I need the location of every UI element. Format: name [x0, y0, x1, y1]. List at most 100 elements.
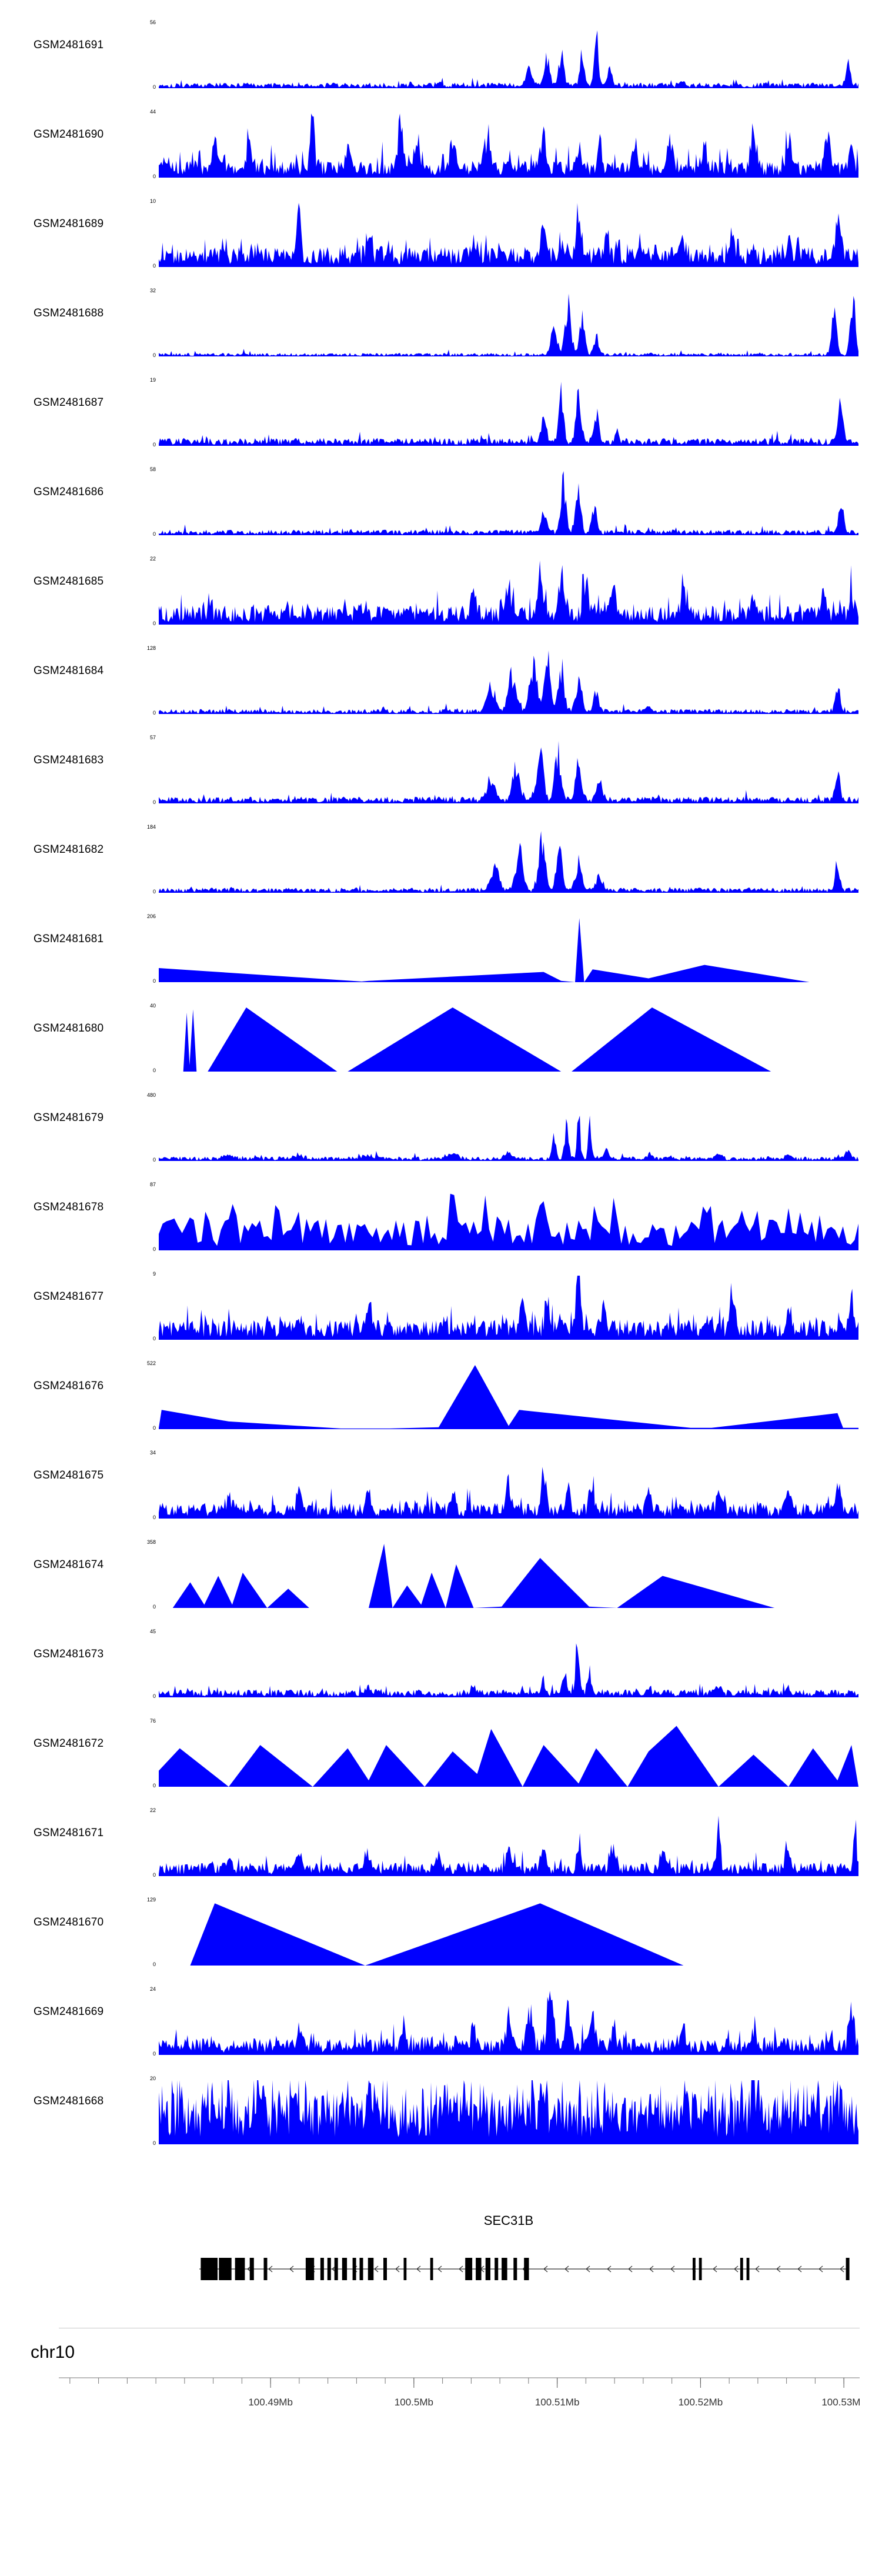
coverage-svg: [159, 1007, 858, 1072]
exon: [693, 2258, 696, 2280]
track-ymax-label: 44: [149, 109, 156, 115]
coverage-area: [159, 2080, 858, 2144]
coverage-tracks: GSM2481691 56 0 GSM2481690 44 0 GSM2481689 10 0 G…: [0, 18, 882, 2163]
track-row: GSM2481683 57 0: [0, 733, 882, 822]
track-sample-label: GSM2481679: [34, 1112, 104, 1124]
exon: [320, 2258, 324, 2280]
ruler: 100.49Mb 100.5Mb 100.51Mb 100.52Mb 100.53Mb: [59, 2377, 860, 2408]
track-sample-label: GSM2481690: [34, 128, 104, 141]
strand-arrow-icon: [628, 2265, 633, 2273]
track-row: GSM2481691 56 0: [0, 18, 882, 107]
coverage-area: [159, 740, 858, 803]
track-ybase-label: 0: [152, 1783, 156, 1788]
exon: [740, 2258, 743, 2280]
coverage-svg: [159, 560, 858, 625]
track-ybase-label: 0: [152, 710, 156, 716]
coverage-area: [159, 471, 858, 535]
exon: [327, 2258, 331, 2280]
track-ymax-label: 206: [146, 913, 156, 919]
track-row: GSM2481668 20 0: [0, 2074, 882, 2163]
coverage-area: [159, 1816, 858, 1876]
coverage-svg: [159, 650, 858, 714]
exon: [846, 2258, 850, 2280]
strand-arrow-icon: [459, 2265, 463, 2273]
track-ymax-label: 40: [149, 1003, 156, 1009]
track-ymax-label: 10: [149, 198, 156, 204]
coverage-svg: [159, 2080, 858, 2144]
exon: [383, 2258, 387, 2280]
track-sample-label: GSM2481677: [34, 1290, 104, 1303]
coverage-area: [159, 1365, 858, 1429]
coverage-plot: 522 0: [147, 1360, 858, 1431]
coverage-svg: [159, 30, 858, 88]
exon: [334, 2258, 338, 2280]
track-ybase-label: 0: [152, 84, 156, 90]
coverage-plot: 32 0: [150, 288, 858, 358]
coverage-plot: 22 0: [150, 1807, 858, 1878]
track-ymax-label: 9: [152, 1271, 156, 1277]
exon: [524, 2258, 529, 2280]
coverage-plot: 40 0: [150, 1003, 858, 1073]
exon: [513, 2258, 517, 2280]
track-row: GSM2481670 129 0: [0, 1895, 882, 1984]
coverage-plot: 10 0: [150, 198, 858, 269]
coverage-svg: [159, 1365, 858, 1429]
coverage-svg: [159, 293, 858, 356]
coverage-svg: [159, 918, 858, 982]
coverage-area: [159, 1193, 858, 1250]
strand-arrow-icon: [437, 2265, 442, 2273]
coverage-area: [159, 293, 858, 356]
track-ymax-label: 45: [149, 1629, 156, 1634]
coverage-plot: 87 0: [150, 1182, 858, 1252]
track-row: GSM2481690 44 0: [0, 107, 882, 196]
strand-arrow-icon: [818, 2265, 823, 2273]
strand-arrow-icon: [797, 2265, 802, 2273]
coverage-area: [159, 831, 858, 893]
track-sample-label: GSM2481671: [34, 1827, 104, 1839]
strand-arrow-icon: [713, 2265, 717, 2273]
track-sample-label: GSM2481674: [34, 1559, 104, 1571]
track-ymax-label: 57: [149, 735, 156, 740]
strand-arrow-icon: [755, 2265, 760, 2273]
track-sample-label: GSM2481689: [34, 218, 104, 230]
coverage-plot: 184 0: [147, 824, 858, 895]
track-sample-label: GSM2481683: [34, 754, 104, 766]
coverage-svg: [159, 1903, 858, 1966]
strand-arrow-icon: [268, 2265, 273, 2273]
tick-label: 100.5Mb: [395, 2397, 433, 2408]
track-ybase-label: 0: [152, 352, 156, 358]
track-sample-label: GSM2481686: [34, 486, 104, 498]
coverage-area: [159, 1903, 858, 1966]
exon: [502, 2258, 507, 2280]
coverage-area: [159, 1467, 858, 1519]
strand-arrow-icon: [734, 2265, 739, 2273]
track-ybase-label: 0: [152, 2051, 156, 2057]
coverage-svg: [159, 114, 858, 178]
tick-label: 100.51Mb: [535, 2397, 580, 2408]
track-row: GSM2481679 480 0: [0, 1090, 882, 1180]
track-sample-label: GSM2481676: [34, 1380, 104, 1392]
coverage-svg: [159, 1991, 858, 2055]
track-sample-label: GSM2481684: [34, 665, 104, 677]
track-ymax-label: 480: [146, 1092, 156, 1098]
exon: [249, 2258, 254, 2280]
coverage-area: [159, 30, 858, 88]
coverage-plot: 76 0: [150, 1718, 858, 1788]
exon: [465, 2258, 473, 2280]
track-sample-label: GSM2481682: [34, 843, 104, 856]
track-row: GSM2481681 206 0: [0, 912, 882, 1001]
coverage-plot: 45 0: [150, 1629, 858, 1699]
track-sample-label: GSM2481691: [34, 39, 104, 51]
gene-model: [199, 2258, 850, 2280]
track-ybase-label: 0: [152, 1246, 156, 1252]
coverage-svg: [159, 1115, 858, 1161]
track-row: GSM2481685 22 0: [0, 554, 882, 643]
track-row: GSM2481677 9 0: [0, 1269, 882, 1359]
track-ymax-label: 358: [146, 1539, 156, 1545]
coverage-plot: 128 0: [147, 645, 858, 716]
coverage-plot: 20 0: [150, 2076, 858, 2146]
coverage-area: [159, 1276, 858, 1340]
track-ybase-label: 0: [152, 1693, 156, 1699]
exon: [342, 2258, 348, 2280]
track-ybase-label: 0: [152, 173, 156, 179]
